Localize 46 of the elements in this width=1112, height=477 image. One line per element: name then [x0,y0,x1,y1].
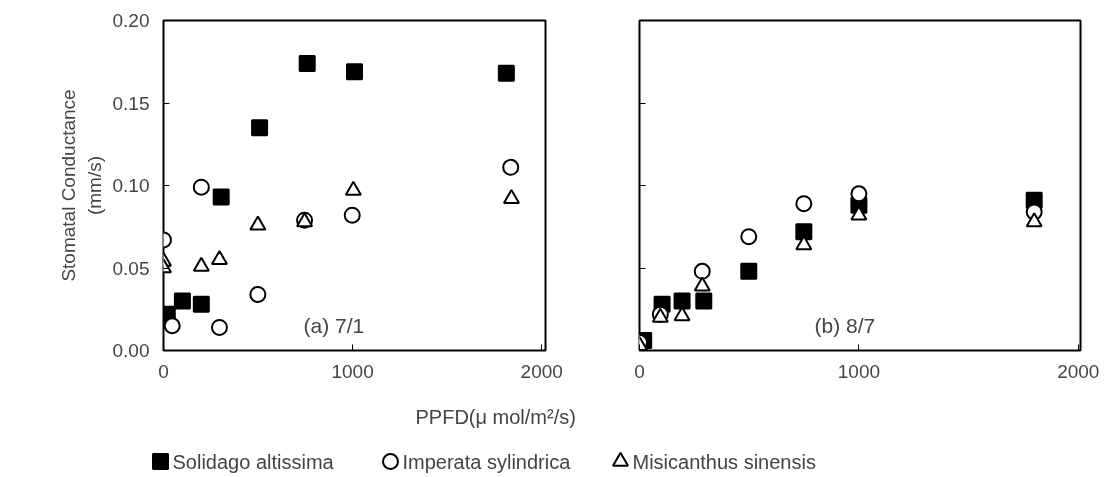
y-tick-label: 0.10 [112,175,150,196]
point [192,295,210,313]
point [693,276,711,292]
y-axis-title: Stomatal Conductance (mm/s) [58,89,105,282]
point [695,292,713,310]
point [343,206,361,224]
point [210,318,228,336]
point [502,158,520,176]
point [298,54,316,72]
point [251,119,269,137]
point [249,215,267,231]
point [173,292,191,310]
point [502,189,520,205]
point [850,185,868,203]
point [497,64,515,82]
point [163,317,181,335]
point [673,292,691,310]
x-tick-label: 1000 [837,360,881,382]
x-tick-label: 2000 [1057,360,1100,382]
point [795,195,813,213]
y-tick-label: 0.20 [112,10,150,31]
point [795,223,813,241]
annotation: (b) 8/7 [814,313,876,337]
point [210,250,228,266]
point [740,228,758,246]
y-tick-label: 0.05 [112,257,150,279]
point [192,256,210,272]
point [212,188,230,206]
y-tick-label: 0.15 [112,92,150,114]
x-tick-label: 1000 [331,360,374,382]
legend-label: Imperata sylindrica [402,450,572,473]
y-tick-label: 0.00 [112,340,150,361]
annotation: (a) 7/1 [303,313,365,337]
point [249,285,267,303]
x-tick-label: 0 [158,360,169,382]
x-axis-title: PPFD(μ mol/m²/s) [415,405,576,428]
point [346,63,363,81]
point [740,262,758,280]
point [693,262,711,280]
legend-label: Solidago altissima [172,450,335,473]
point [192,178,210,196]
point [1025,212,1043,228]
point [344,180,362,196]
x-tick-label: 0 [634,360,645,382]
x-tick-label: 2000 [520,360,563,382]
legend-label: Misicanthus sinensis [632,450,816,473]
